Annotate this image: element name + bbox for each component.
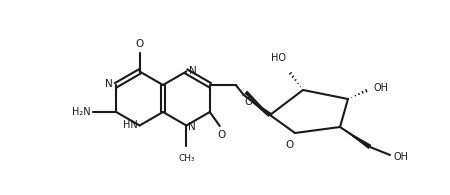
Text: N: N xyxy=(189,121,196,131)
Text: CH₃: CH₃ xyxy=(178,154,195,163)
Text: O: O xyxy=(135,39,144,49)
Text: HO: HO xyxy=(271,53,286,63)
Text: OH: OH xyxy=(393,152,408,162)
Text: N: N xyxy=(105,79,113,89)
Polygon shape xyxy=(244,95,271,117)
Polygon shape xyxy=(244,90,270,115)
Text: O: O xyxy=(245,97,253,107)
Text: N: N xyxy=(189,66,197,75)
Text: OH: OH xyxy=(373,83,388,93)
Text: HN: HN xyxy=(123,121,138,130)
Text: O: O xyxy=(218,130,226,140)
Text: O: O xyxy=(286,140,294,150)
Text: H₂N: H₂N xyxy=(72,107,90,117)
Polygon shape xyxy=(340,127,371,149)
